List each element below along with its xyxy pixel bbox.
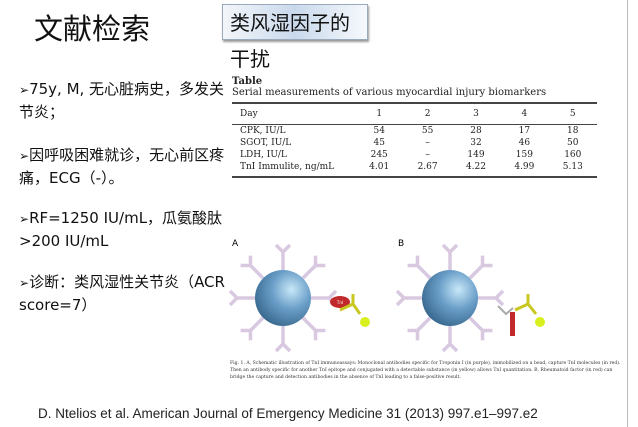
panel-b-diagram: [395, 243, 505, 353]
table-cell: 4.01: [369, 162, 390, 172]
capture-antibody: [441, 243, 459, 270]
table-cell: 149: [467, 150, 485, 160]
table-header-row: Day 1 2 3 4 5: [232, 103, 597, 125]
table-cell: 4.22: [465, 162, 486, 172]
table-cell: 32: [470, 138, 482, 148]
table-caption: Serial measurements of various myocardia…: [232, 87, 547, 98]
capture-antibody: [441, 326, 459, 353]
table-row: SGOT, IU/L 45 – 32 46 50: [232, 137, 597, 149]
capture-antibody: [240, 255, 265, 280]
table-cell: 159: [515, 150, 533, 160]
citation: D. Ntelios et al. American Journal of Em…: [38, 406, 538, 421]
table-cell: 46: [518, 138, 531, 148]
arrow-bullet-icon: ➢: [19, 212, 30, 226]
capture-antibody: [274, 243, 292, 270]
table-cell: 45: [373, 138, 385, 148]
table-row: TnI Immulite, ng/mL 4.01 2.67 4.22 4.99 5.13: [232, 161, 597, 177]
slide-border: [627, 0, 628, 427]
immunoassay-figure: A B TnI: [228, 239, 545, 353]
capture-antibody: [301, 255, 326, 280]
tni-label: TnI: [336, 300, 343, 305]
bead: [422, 270, 478, 326]
header-cell: 4: [521, 109, 528, 119]
header-cell: 2: [424, 109, 431, 119]
table-cell: TnI Immulite, ng/mL: [240, 162, 335, 172]
table-cell: LDH, IU/L: [240, 150, 287, 160]
header-cell: 5: [569, 109, 576, 119]
bullet-text: RF=1250 IU/mL，瓜氨酸肽>200 IU/mL: [19, 209, 223, 250]
capture-antibody: [274, 326, 292, 353]
subtitle-box: 类风湿因子的干扰: [222, 4, 368, 71]
bullet-1: ➢75y, M, 无心脏病史，多发关节炎；: [19, 78, 229, 123]
bullet-3: ➢RF=1250 IU/mL，瓜氨酸肽>200 IU/mL: [19, 207, 229, 252]
detection-antibody-b: [514, 294, 538, 315]
detection-label-a: [360, 317, 370, 327]
header-cell: 1: [376, 109, 383, 119]
capture-antibody: [228, 289, 255, 307]
table-row: CPK, IU/L 54 55 28 17 18: [232, 125, 597, 138]
figure-caption: Fig. 1. A, Schematic illustration of TnI…: [230, 361, 621, 380]
table-cell: 160: [564, 150, 582, 160]
table-cell: 28: [470, 126, 482, 136]
table-cell: 245: [370, 150, 388, 160]
capture-antibody: [468, 316, 493, 341]
table-cell: 54: [373, 126, 385, 136]
table-cell: –: [425, 150, 430, 160]
panel-a-diagram: [228, 243, 338, 353]
capture-antibody: [407, 316, 432, 341]
capture-antibody: [468, 255, 493, 280]
detection-antibody-a: [339, 294, 362, 315]
header-cell: Day: [240, 109, 258, 119]
panel-b-label: B: [398, 239, 404, 249]
capture-antibody: [240, 316, 265, 341]
capture-antibody: [395, 289, 422, 307]
table-cell: 4.99: [514, 162, 535, 172]
capture-antibody: [478, 289, 505, 307]
table-cell: SGOT, IU/L: [240, 138, 292, 148]
bullet-2: ➢因呼吸困难就诊，无心前区疼痛，ECG（-）。: [19, 144, 229, 189]
table-cell: 55: [421, 126, 434, 136]
capture-antibody: [301, 316, 326, 341]
table-cell: 50: [567, 138, 579, 148]
table-cell: 2.67: [417, 162, 438, 172]
tni-molecule: TnI: [330, 296, 350, 308]
header-cell: 3: [473, 109, 479, 119]
table-label: Table: [232, 76, 263, 87]
arrow-bullet-icon: ➢: [19, 276, 30, 290]
table-cell: CPK, IU/L: [240, 126, 286, 136]
detection-label-b: [535, 317, 545, 327]
slide-title: 文献检索: [34, 12, 151, 46]
bullet-text: 诊断：类风湿性关节炎（ACR score=7）: [19, 273, 225, 314]
table-cell: –: [425, 138, 430, 148]
capture-antibody: [407, 255, 432, 280]
bullet-text: 因呼吸困难就诊，无心前区疼痛，ECG（-）。: [19, 146, 225, 187]
table-cell: 17: [518, 126, 531, 136]
bead: [255, 270, 311, 326]
bullet-4: ➢诊断：类风湿性关节炎（ACR score=7）: [19, 271, 229, 316]
arrow-bullet-icon: ➢: [19, 83, 30, 97]
table-cell: 5.13: [562, 162, 583, 172]
arrow-bullet-icon: ➢: [19, 149, 30, 163]
panel-a-label: A: [232, 239, 239, 249]
rheumatoid-factor: [497, 305, 515, 336]
table-row: LDH, IU/L 245 – 149 159 160: [232, 149, 597, 161]
table-cell: 18: [567, 126, 579, 136]
biomarker-table: Table Serial measurements of various myo…: [232, 76, 602, 178]
bullet-text: 75y, M, 无心脏病史，多发关节炎；: [19, 80, 225, 121]
